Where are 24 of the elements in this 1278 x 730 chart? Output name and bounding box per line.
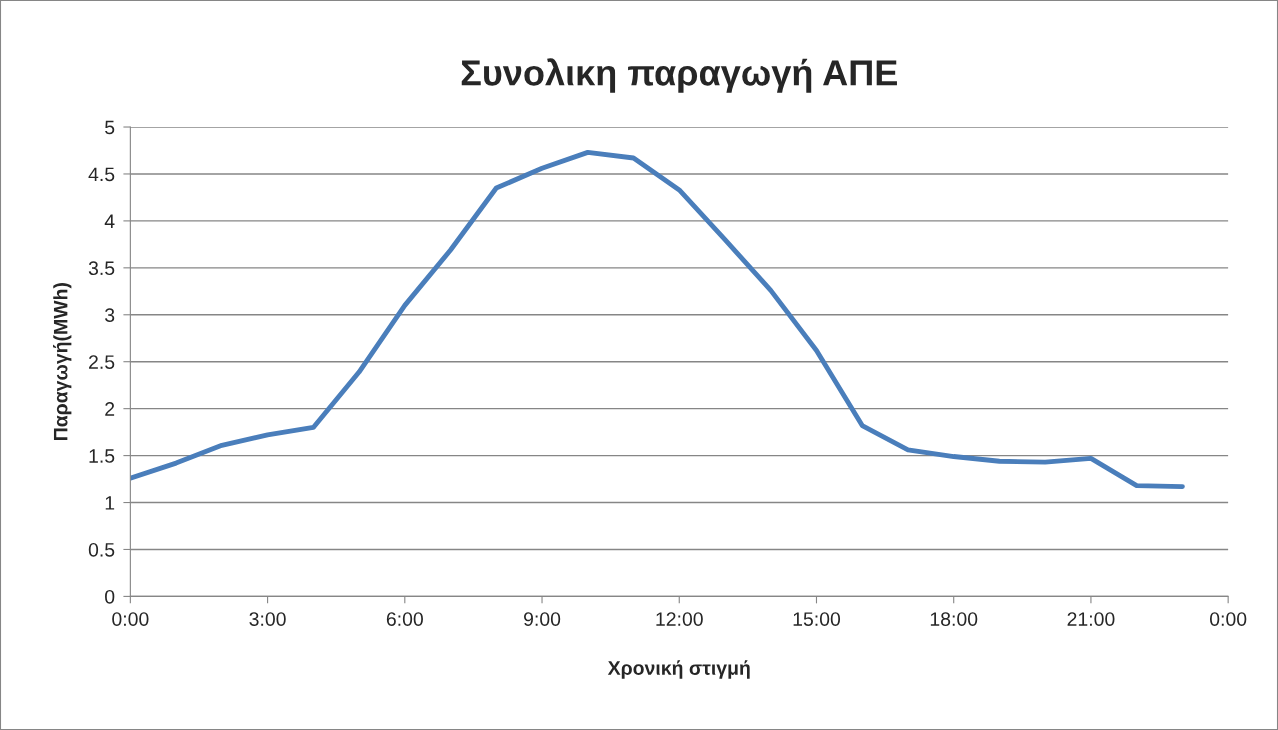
y-tick-label: 5 bbox=[105, 120, 115, 135]
y-tick-label: 2.5 bbox=[89, 355, 115, 369]
y-tick-label: 1.5 bbox=[89, 449, 115, 463]
y-tick-label: 0.5 bbox=[88, 542, 115, 557]
x-tick-label: 0:00 bbox=[1210, 612, 1247, 626]
x-tick-label: 6:00 bbox=[386, 612, 423, 626]
y-tick-label: 3 bbox=[105, 308, 115, 323]
x-axis-title: Χρονική στιγμή bbox=[607, 660, 750, 679]
line-series bbox=[130, 149, 1185, 489]
y-axis-title: Παραγωγή(MWh) bbox=[53, 283, 72, 441]
y-tick-label: 4 bbox=[104, 214, 115, 228]
x-tick-label: 3:00 bbox=[249, 612, 286, 626]
x-tick-label: 18:00 bbox=[930, 612, 978, 626]
x-tick-label: 12:00 bbox=[656, 612, 703, 626]
x-tick-label: 9:00 bbox=[524, 612, 561, 626]
y-tick-label: 4.5 bbox=[88, 167, 115, 182]
y-tick-label: 3.5 bbox=[88, 261, 115, 276]
y-tick-label: 2 bbox=[105, 402, 115, 416]
y-tick-label: 0 bbox=[105, 589, 115, 604]
x-tick-label: 0:00 bbox=[112, 612, 149, 626]
x-tick-label: 21:00 bbox=[1067, 612, 1115, 626]
chart-title: Συνολικη παραγωγή ΑΠΕ bbox=[461, 58, 897, 93]
x-tick-label: 15:00 bbox=[793, 612, 841, 626]
y-tick-label: 1 bbox=[105, 496, 115, 510]
